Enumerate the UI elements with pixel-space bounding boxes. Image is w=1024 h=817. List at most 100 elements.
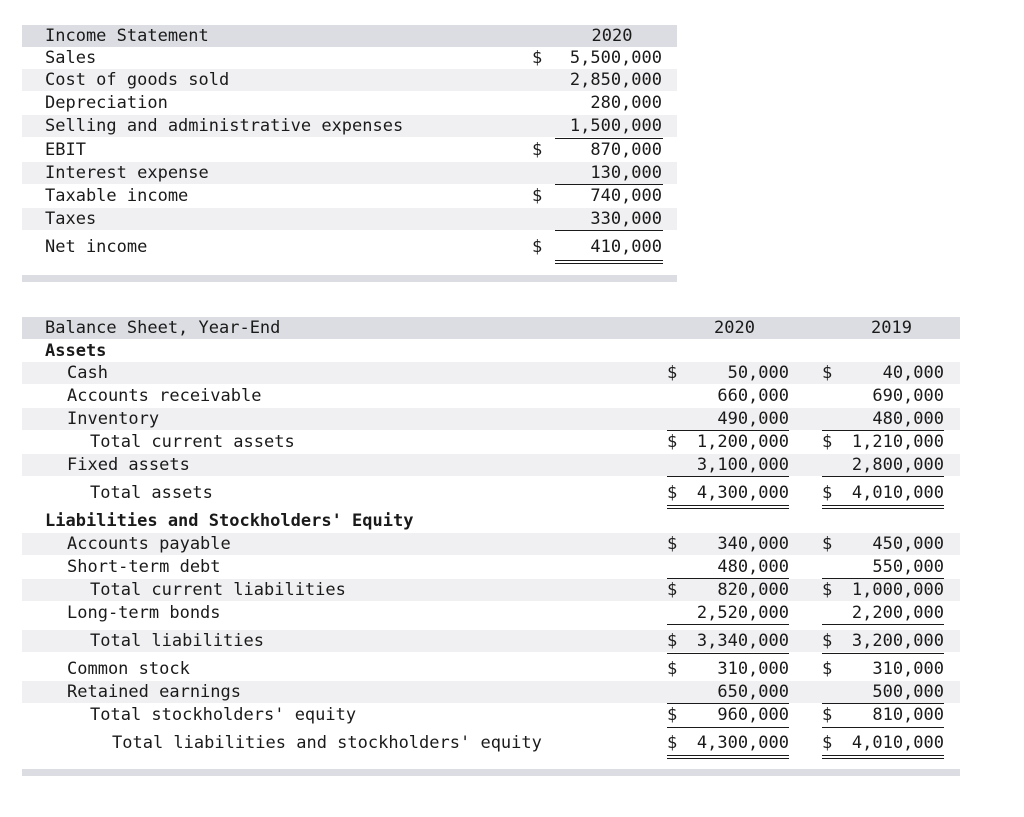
income-row-sales: Sales $ 5,500,000: [22, 47, 677, 69]
income-row-sga: Selling and administrative expenses 1,50…: [22, 115, 677, 137]
underline: [822, 624, 944, 625]
row-label: Total liabilities: [90, 631, 264, 651]
dollar-2020: $: [667, 705, 678, 725]
underline: [667, 476, 789, 477]
dollar-2020: $: [667, 631, 678, 651]
bs-row-accounts-payable: Accounts payable $ 340,000 $ 450,000: [22, 533, 960, 555]
income-row-net-income: Net income $ 410,000: [22, 236, 677, 258]
dollar-2020: $: [667, 483, 678, 503]
dollar-sign: $: [532, 186, 543, 206]
row-label: Net income: [45, 237, 148, 257]
dollar-2019: $: [822, 733, 833, 753]
value-2020: 960,000: [717, 705, 789, 725]
bs-row-total-assets: Total assets $ 4,300,000 $ 4,010,000: [22, 482, 960, 504]
income-row-cogs: Cost of goods sold 2,850,000: [22, 69, 677, 91]
underline: [822, 476, 944, 477]
underline: [555, 230, 663, 231]
bs-row-total-current-assets: Total current assets $ 1,200,000 $ 1,210…: [22, 431, 960, 453]
value-2019: 1,210,000: [851, 432, 944, 452]
value-2019: 2,200,000: [851, 603, 944, 623]
row-label: Long-term bonds: [67, 603, 221, 623]
dollar-2019: $: [822, 534, 833, 554]
row-value: 5,500,000: [569, 48, 662, 68]
dollar-2019: $: [822, 432, 833, 452]
row-value: 330,000: [590, 209, 662, 229]
row-label: Common stock: [67, 659, 190, 679]
value-2020: 3,340,000: [696, 631, 789, 651]
underline: [555, 184, 663, 185]
dollar-2020: $: [667, 432, 678, 452]
row-value: 1,500,000: [569, 116, 662, 136]
year-header-2020: 2020: [714, 318, 755, 338]
value-2020: 480,000: [717, 557, 789, 577]
row-value: 870,000: [590, 140, 662, 160]
bs-row-common-stock: Common stock $ 310,000 $ 310,000: [22, 658, 960, 680]
dollar-sign: $: [532, 48, 543, 68]
dollar-2020: $: [667, 580, 678, 600]
value-2019: 550,000: [872, 557, 944, 577]
bs-row-accounts-receivable: Accounts receivable 660,000 690,000: [22, 385, 960, 407]
value-2020: 310,000: [717, 659, 789, 679]
dollar-2019: $: [822, 363, 833, 383]
income-statement-header: Income Statement 2020: [22, 25, 677, 47]
row-value: 2,850,000: [569, 70, 662, 90]
income-row-taxes: Taxes 330,000: [22, 208, 677, 230]
row-value: 130,000: [590, 163, 662, 183]
underline: [822, 703, 944, 704]
bs-row-cash: Cash $ 50,000 $ 40,000: [22, 362, 960, 384]
assets-heading-row: Assets: [22, 340, 960, 362]
row-label: Accounts payable: [67, 534, 231, 554]
double-underline: [555, 263, 663, 264]
dollar-2019: $: [822, 483, 833, 503]
row-value: 410,000: [590, 237, 662, 257]
row-label: Taxes: [45, 209, 97, 229]
value-2020: 50,000: [727, 363, 789, 383]
double-underline: [667, 758, 789, 759]
value-2019: 690,000: [872, 386, 944, 406]
income-year-header: 2020: [591, 26, 633, 46]
double-underline: [822, 758, 944, 759]
dollar-2019: $: [822, 631, 833, 651]
value-2019: 3,200,000: [851, 631, 944, 651]
assets-heading: Assets: [45, 341, 107, 361]
value-2019: 450,000: [872, 534, 944, 554]
dollar-2020: $: [667, 659, 678, 679]
bs-row-retained-earnings: Retained earnings 650,000 500,000: [22, 681, 960, 703]
underline: [667, 727, 789, 728]
row-label: Total stockholders' equity: [90, 705, 357, 725]
row-label: EBIT: [45, 140, 86, 160]
value-2020: 820,000: [717, 580, 789, 600]
balance-sheet-header: Balance Sheet, Year-End 2020 2019: [22, 317, 960, 339]
income-row-depreciation: Depreciation 280,000: [22, 92, 677, 114]
value-2020: 340,000: [717, 534, 789, 554]
underline: [822, 727, 944, 728]
value-2019: 40,000: [882, 363, 944, 383]
value-2019: 810,000: [872, 705, 944, 725]
value-2020: 4,300,000: [696, 483, 789, 503]
liabilities-heading-row: Liabilities and Stockholders' Equity: [22, 510, 960, 532]
underline: [822, 430, 944, 431]
row-value: 280,000: [590, 93, 662, 113]
value-2020: 490,000: [717, 409, 789, 429]
value-2020: 1,200,000: [696, 432, 789, 452]
double-underline: [667, 508, 789, 509]
row-label: Inventory: [67, 409, 160, 429]
row-label: Cash: [67, 363, 108, 383]
row-label: Total current assets: [90, 432, 295, 452]
row-label: Retained earnings: [67, 682, 241, 702]
double-underline: [555, 260, 663, 261]
underline: [667, 430, 789, 431]
value-2019: 500,000: [872, 682, 944, 702]
dollar-2020: $: [667, 363, 678, 383]
value-2020: 660,000: [717, 386, 789, 406]
value-2019: 4,010,000: [851, 733, 944, 753]
bs-row-total-equity: Total stockholders' equity $ 960,000 $ 8…: [22, 704, 960, 726]
value-2019: 2,800,000: [851, 455, 944, 475]
row-label: Accounts receivable: [67, 386, 262, 406]
income-statement-title: Income Statement: [45, 26, 209, 46]
row-label: Total assets: [90, 483, 213, 503]
dollar-sign: $: [532, 140, 543, 160]
income-statement-table: Income Statement 2020 Sales $ 5,500,000 …: [22, 25, 677, 282]
row-label: Depreciation: [45, 93, 168, 113]
balance-sheet-title: Balance Sheet, Year-End: [45, 318, 281, 338]
